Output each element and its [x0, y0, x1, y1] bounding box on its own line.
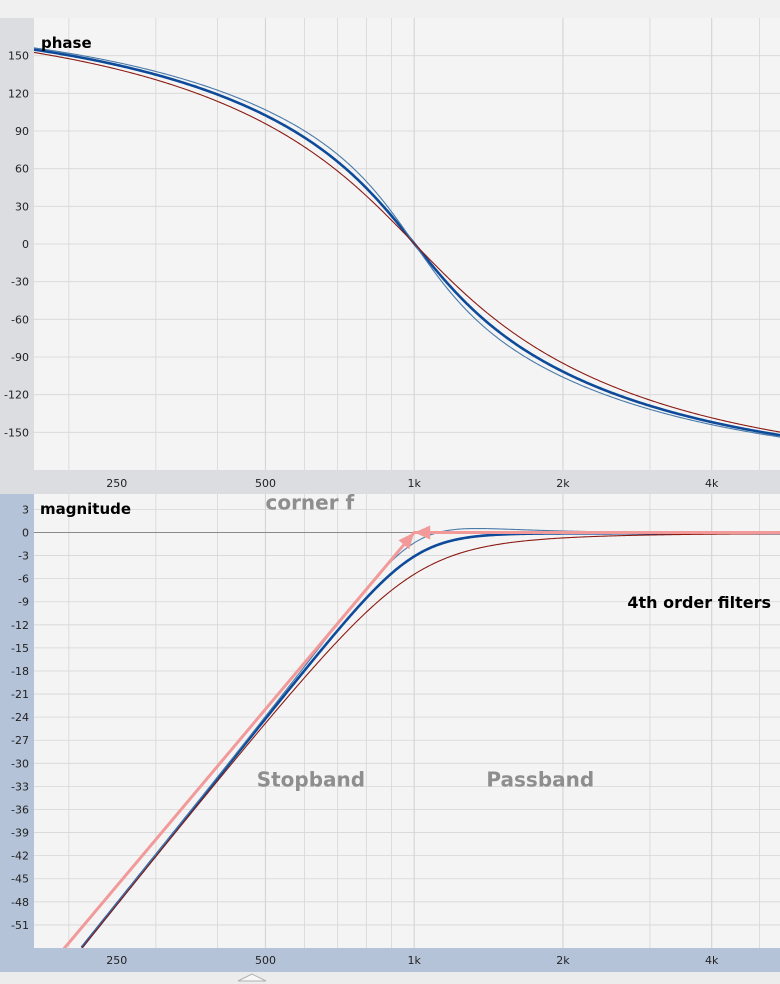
annotation-order: 4th order filters [627, 593, 771, 612]
annotation-corner: corner f [265, 490, 354, 514]
phase-y-axis-background [0, 18, 34, 470]
y-tick-label: -21 [11, 688, 29, 701]
y-tick-label: -6 [18, 573, 29, 586]
y-tick-label: -15 [11, 642, 29, 655]
phase-series-line [33, 48, 780, 437]
y-tick-label: -9 [18, 596, 29, 609]
bottom-strip [0, 972, 780, 984]
y-tick-label: -24 [11, 711, 29, 724]
x-tick-label: 250 [106, 954, 127, 967]
y-tick-label: -42 [11, 850, 29, 863]
magnitude-x-tick-labels: 250 500 1k 2k 4k [106, 954, 719, 967]
y-tick-label: 0 [22, 238, 29, 251]
magnitude-y-axis-background [0, 494, 34, 948]
magnitude-annotation-arrows [63, 525, 780, 950]
x-tick-label: 500 [255, 477, 276, 490]
x-tick-label: 500 [255, 954, 276, 967]
annotation-arrowhead [414, 525, 431, 540]
phase-x-tick-labels: 250 500 1k 2k 4k [106, 477, 719, 490]
magnitude-x-axis-background [0, 948, 780, 972]
y-tick-label: -36 [11, 803, 29, 816]
y-tick-label: -51 [11, 919, 29, 932]
phase-gridlines [34, 18, 780, 470]
magnitude-gridlines [34, 494, 780, 948]
magnitude-title: magnitude [40, 500, 131, 518]
resize-handle-icon[interactable] [237, 973, 267, 982]
magnitude-annotations: corner f Stopband Passband 4th order filter… [257, 490, 771, 791]
annotation-arrowhead [398, 532, 415, 550]
y-tick-label: -30 [11, 276, 29, 289]
magnitude-panel: 3 0 -3 -6 -9 -12 -15 -18 -21 -24 -27 -30 -33 -36 -39 -4… [0, 490, 780, 972]
x-tick-label: 2k [556, 954, 570, 967]
y-tick-label: -150 [4, 426, 29, 439]
annotation-passband: Passband [486, 767, 594, 791]
phase-y-tick-labels: 150 120 90 60 30 0 -30 -60 -90 -120 -150 [4, 50, 29, 440]
y-tick-label: 30 [15, 200, 29, 213]
phase-series-line [33, 47, 780, 438]
magnitude-y-tick-labels: 3 0 -3 -6 -9 -12 -15 -18 -21 -24 -27 -30 -33 -36 -39 -4… [11, 503, 29, 932]
x-tick-label: 2k [556, 477, 570, 490]
top-toolbar-strip [0, 0, 780, 18]
y-tick-label: 90 [15, 125, 29, 138]
y-tick-label: -39 [11, 827, 29, 840]
phase-x-axis-background [0, 470, 780, 494]
y-tick-label: -3 [18, 550, 29, 563]
y-tick-label: 120 [8, 87, 29, 100]
y-tick-label: -90 [11, 351, 29, 364]
y-tick-label: -30 [11, 757, 29, 770]
phase-curves [33, 47, 780, 438]
magnitude-series-line [81, 533, 780, 949]
y-tick-label: -120 [4, 389, 29, 402]
y-tick-label: -33 [11, 780, 29, 793]
phase-series-line [33, 51, 780, 433]
magnitude-plot-area [34, 494, 780, 948]
y-tick-label: -45 [11, 873, 29, 886]
x-tick-label: 250 [106, 477, 127, 490]
y-tick-label: -48 [11, 896, 29, 909]
x-tick-label: 4k [705, 954, 719, 967]
x-tick-label: 1k [408, 477, 422, 490]
y-tick-label: -60 [11, 313, 29, 326]
y-tick-label: 3 [22, 503, 29, 516]
y-tick-label: -27 [11, 734, 29, 747]
y-tick-label: -18 [11, 665, 29, 678]
y-tick-label: 150 [8, 50, 29, 63]
y-tick-label: 60 [15, 163, 29, 176]
annotation-arrow-line [63, 530, 416, 950]
phase-title: phase [41, 34, 92, 52]
y-tick-label: -12 [11, 619, 29, 632]
x-tick-label: 1k [408, 954, 422, 967]
annotation-stopband: Stopband [257, 767, 365, 791]
y-tick-label: 0 [22, 526, 29, 539]
x-tick-label: 4k [705, 477, 719, 490]
